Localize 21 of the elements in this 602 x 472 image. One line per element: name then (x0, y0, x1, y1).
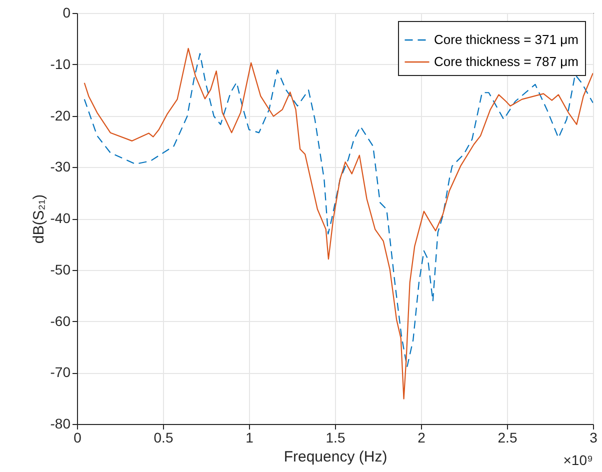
legend-label: Core thickness = 371 μm (434, 32, 578, 47)
y-tick-label: -60 (50, 312, 71, 329)
x-tick-label: 0 (74, 430, 82, 446)
legend-label: Core thickness = 787 μm (434, 54, 578, 69)
y-tick-label: -20 (50, 107, 71, 124)
x-tick-label: 2 (418, 430, 426, 446)
x-axis-title: Frequency (Hz) (284, 448, 388, 466)
x-tick-label: 1 (246, 430, 254, 446)
x-tick-label: 1.5 (326, 430, 346, 446)
y-tick-label: -40 (50, 210, 71, 226)
y-tick-label: -30 (50, 158, 71, 175)
y-tick-label: -50 (50, 261, 71, 278)
x-tick-label: 3 (590, 430, 598, 446)
text: ×10⁹ (563, 452, 593, 468)
y-tick-label: -10 (50, 56, 71, 72)
x-tick-label: 2.5 (498, 430, 518, 446)
y-tick-label: 0 (62, 4, 71, 20)
y-tick-label: -70 (50, 364, 71, 380)
x-tick-label: 0.5 (154, 430, 174, 446)
y-axis-title: dB(S₂₁) (30, 194, 48, 244)
y-tick-label: -80 (50, 416, 71, 432)
